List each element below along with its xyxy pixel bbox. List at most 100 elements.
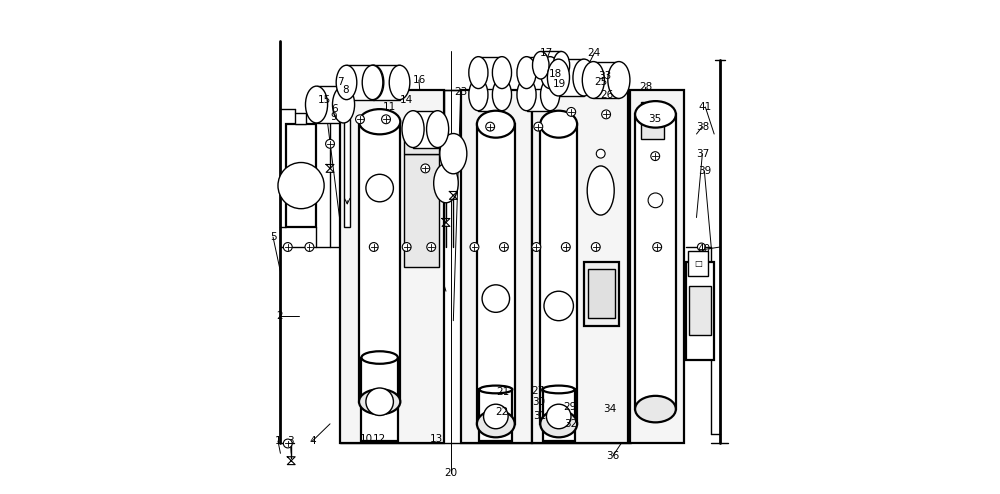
Text: 10: 10 (360, 434, 373, 444)
Circle shape (534, 122, 543, 131)
Circle shape (369, 243, 378, 251)
Ellipse shape (533, 51, 549, 79)
Bar (641, 102, 664, 139)
Circle shape (648, 193, 663, 207)
Bar (588, 269, 615, 318)
Ellipse shape (587, 166, 614, 215)
Ellipse shape (547, 59, 570, 96)
Bar (317, 86, 344, 123)
Ellipse shape (427, 111, 449, 148)
Ellipse shape (553, 51, 570, 79)
Ellipse shape (359, 109, 400, 134)
Bar (689, 287, 711, 335)
Circle shape (402, 243, 411, 251)
Ellipse shape (359, 389, 400, 414)
Circle shape (326, 139, 334, 148)
Bar (361, 358, 398, 441)
Text: □: □ (694, 259, 702, 268)
Ellipse shape (389, 65, 410, 100)
Ellipse shape (573, 59, 595, 96)
Circle shape (500, 243, 508, 251)
Circle shape (591, 243, 600, 251)
Bar (413, 111, 438, 148)
Text: 15: 15 (318, 95, 331, 105)
Bar (346, 65, 374, 100)
Bar (461, 90, 532, 444)
Circle shape (532, 243, 541, 251)
Bar (540, 124, 577, 424)
Ellipse shape (332, 86, 355, 123)
Text: 25: 25 (595, 78, 608, 87)
Circle shape (546, 404, 571, 429)
Ellipse shape (541, 79, 560, 111)
Circle shape (653, 243, 662, 251)
Text: 38: 38 (696, 122, 709, 131)
Circle shape (596, 149, 605, 158)
Text: 2: 2 (277, 311, 283, 321)
Circle shape (567, 108, 576, 116)
Ellipse shape (469, 79, 488, 111)
Ellipse shape (608, 62, 630, 98)
Bar (541, 51, 561, 79)
Bar (584, 262, 619, 326)
Circle shape (484, 404, 508, 429)
Bar (527, 79, 550, 111)
Ellipse shape (477, 111, 515, 138)
Circle shape (697, 243, 705, 251)
Ellipse shape (402, 111, 424, 148)
Text: 37: 37 (696, 149, 709, 159)
Circle shape (278, 163, 324, 208)
Ellipse shape (336, 65, 357, 100)
Text: 35: 35 (648, 114, 661, 124)
Text: 16: 16 (412, 75, 426, 85)
Text: 41: 41 (699, 102, 712, 112)
Ellipse shape (635, 396, 676, 422)
Bar (404, 154, 439, 267)
Bar (373, 65, 400, 100)
Circle shape (486, 122, 495, 131)
Text: 23: 23 (454, 87, 467, 97)
Circle shape (366, 174, 393, 202)
Ellipse shape (492, 79, 512, 111)
Text: 20: 20 (444, 468, 457, 478)
Ellipse shape (540, 111, 577, 138)
Text: 40: 40 (698, 245, 711, 254)
Ellipse shape (543, 386, 575, 393)
Circle shape (602, 110, 611, 119)
Text: 34: 34 (603, 404, 617, 414)
Text: 32: 32 (564, 419, 577, 429)
Text: 36: 36 (606, 451, 620, 461)
Bar (340, 90, 444, 444)
Bar (344, 119, 350, 227)
Text: 12: 12 (373, 434, 386, 444)
Ellipse shape (477, 411, 515, 437)
Text: 28: 28 (639, 82, 652, 92)
Bar (558, 59, 584, 96)
Text: 30: 30 (532, 397, 545, 407)
Ellipse shape (540, 411, 577, 437)
Circle shape (470, 243, 479, 251)
Text: 5: 5 (270, 232, 276, 242)
Text: 14: 14 (400, 95, 413, 105)
Bar (404, 134, 439, 154)
Bar (286, 124, 316, 227)
Bar (527, 57, 550, 88)
Circle shape (382, 115, 390, 124)
Text: 31: 31 (534, 412, 547, 421)
Circle shape (561, 243, 570, 251)
Text: 18: 18 (548, 69, 562, 79)
Ellipse shape (582, 62, 604, 98)
Text: 29: 29 (563, 402, 576, 412)
Bar (593, 62, 619, 98)
Text: 13: 13 (430, 434, 443, 444)
Ellipse shape (469, 57, 488, 88)
Circle shape (427, 243, 436, 251)
Text: 24: 24 (588, 48, 601, 58)
Circle shape (482, 285, 510, 312)
Text: 8: 8 (342, 85, 349, 95)
Bar (630, 90, 684, 444)
Bar (477, 124, 515, 424)
Bar (532, 90, 628, 444)
Bar (478, 57, 502, 88)
Text: 9: 9 (331, 112, 337, 122)
